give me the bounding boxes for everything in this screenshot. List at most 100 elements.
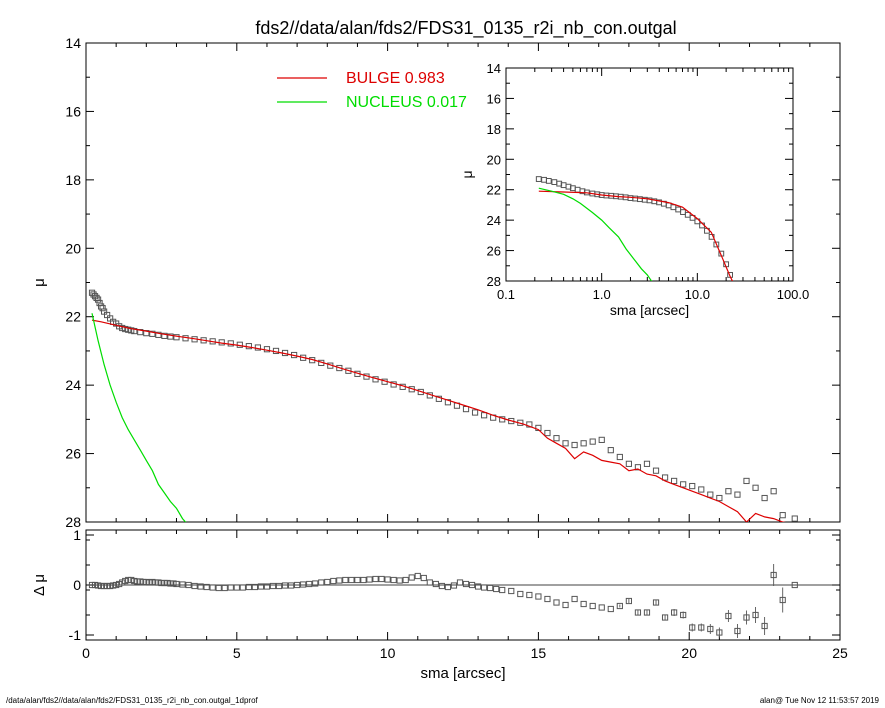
residual-data-point	[761, 622, 768, 630]
residual-data-point	[390, 576, 397, 584]
main-ytick-label: 20	[65, 240, 81, 256]
residual-data-point	[680, 611, 687, 619]
residual-data-point	[360, 576, 367, 584]
residual-data-point	[734, 627, 741, 635]
main-data-point	[707, 491, 714, 498]
residual-data-point	[251, 583, 258, 591]
inset-nucleus-line	[538, 187, 653, 281]
residual-data-point	[191, 582, 198, 590]
residual-data-point	[372, 575, 379, 583]
main-data-point	[634, 464, 642, 471]
residual-data-point	[562, 601, 569, 609]
inset-bulge-line	[538, 190, 734, 281]
residual-data-point	[185, 581, 192, 589]
inset-data-point	[535, 176, 542, 182]
residual-data-point	[487, 584, 494, 592]
residual-data-point	[197, 583, 204, 590]
residual-data-point	[616, 602, 623, 610]
main-data-point	[553, 435, 560, 442]
inset-ytick-label: 14	[487, 61, 501, 76]
residual-data-point	[215, 584, 222, 592]
inset-ytick-label: 22	[487, 183, 501, 198]
residual-data-point	[462, 580, 470, 588]
main-data-point	[698, 486, 705, 493]
main-data-point	[671, 477, 678, 485]
residual-data-point	[408, 574, 415, 581]
inset-ytick-label: 18	[487, 122, 501, 137]
main-data-point	[481, 412, 488, 419]
main-data-point	[689, 482, 696, 490]
main-plot-area	[88, 289, 798, 522]
residual-data-point	[209, 584, 216, 591]
residual-data-point	[716, 629, 723, 636]
residual-xtick-label: 25	[832, 645, 848, 661]
residual-data-point	[257, 583, 265, 590]
residual-data-point	[294, 581, 301, 589]
main-ytick-label: 14	[65, 35, 81, 51]
residual-xlabel: sma [arcsec]	[420, 665, 505, 682]
main-data-point	[94, 296, 102, 303]
main-bulge-line	[91, 319, 786, 522]
residual-data-point	[481, 584, 488, 591]
residual-data-point	[779, 596, 786, 604]
residual-data-point	[493, 585, 500, 593]
residual-data-point	[426, 579, 433, 586]
main-data-point	[791, 515, 798, 522]
residual-data-point	[432, 580, 439, 588]
inset-ytick-label: 26	[487, 244, 501, 259]
residual-data-point	[444, 583, 452, 591]
inset-plot-area	[535, 176, 734, 281]
residual-ytick-label: -1	[69, 627, 82, 643]
footer-user-timestamp: alan@ Tue Nov 12 11:53:57 2019	[759, 696, 879, 705]
inset-ytick-label: 20	[487, 152, 501, 167]
main-data-point	[625, 460, 632, 467]
residual-data-point	[707, 625, 714, 633]
residual-data-point	[330, 577, 337, 585]
residual-data-point	[752, 611, 759, 619]
residual-data-point	[553, 599, 560, 606]
main-data-point	[643, 460, 651, 467]
residual-data-point	[671, 609, 678, 616]
main-data-point	[607, 447, 614, 454]
legend-bulge-label: BULGE 0.983	[346, 70, 445, 87]
inset-frame	[505, 67, 794, 282]
residual-data-point	[643, 609, 651, 616]
main-ytick-label: 18	[65, 172, 81, 188]
residual-data-point	[571, 595, 578, 603]
residual-data-point	[402, 576, 409, 584]
residual-ytick-label: 0	[73, 577, 81, 593]
footer-file-path: /data/alan/fds2//data/alan/fds2/FDS31_01…	[6, 696, 258, 705]
main-data-point	[734, 491, 741, 498]
residual-data-point	[300, 581, 307, 588]
residual-data-point	[580, 600, 587, 608]
inset-xtick-label: 100.0	[777, 287, 810, 302]
inset-xtick-label: 10.0	[685, 287, 710, 302]
residual-data-point	[348, 576, 355, 584]
residual-data-point	[791, 581, 798, 589]
residual-data-point	[384, 576, 391, 583]
inset-ytick-label: 16	[487, 91, 501, 106]
residual-data-point	[517, 590, 524, 598]
residual-data-point	[281, 582, 289, 589]
main-data-point	[770, 488, 777, 495]
main-data-point	[580, 440, 587, 447]
residual-data-point	[342, 576, 349, 584]
residual-data-point	[661, 614, 669, 621]
residual-data-point	[318, 579, 325, 586]
main-data-point	[743, 477, 750, 485]
main-data-point	[562, 440, 569, 447]
residual-ytick-label: 1	[73, 527, 81, 543]
main-data-point	[779, 512, 786, 519]
residual-data-point	[203, 583, 210, 591]
residual-xtick-label: 5	[233, 645, 241, 661]
inset-data-point	[545, 177, 552, 184]
residual-data-point	[526, 591, 533, 599]
residual-data-point	[508, 587, 515, 595]
residual-data-point	[336, 577, 343, 584]
main-data-point	[149, 330, 156, 337]
main-data-point	[598, 436, 605, 443]
main-data-point	[99, 305, 106, 312]
main-ylabel: μ	[31, 278, 48, 287]
residual-data-point	[468, 581, 476, 589]
